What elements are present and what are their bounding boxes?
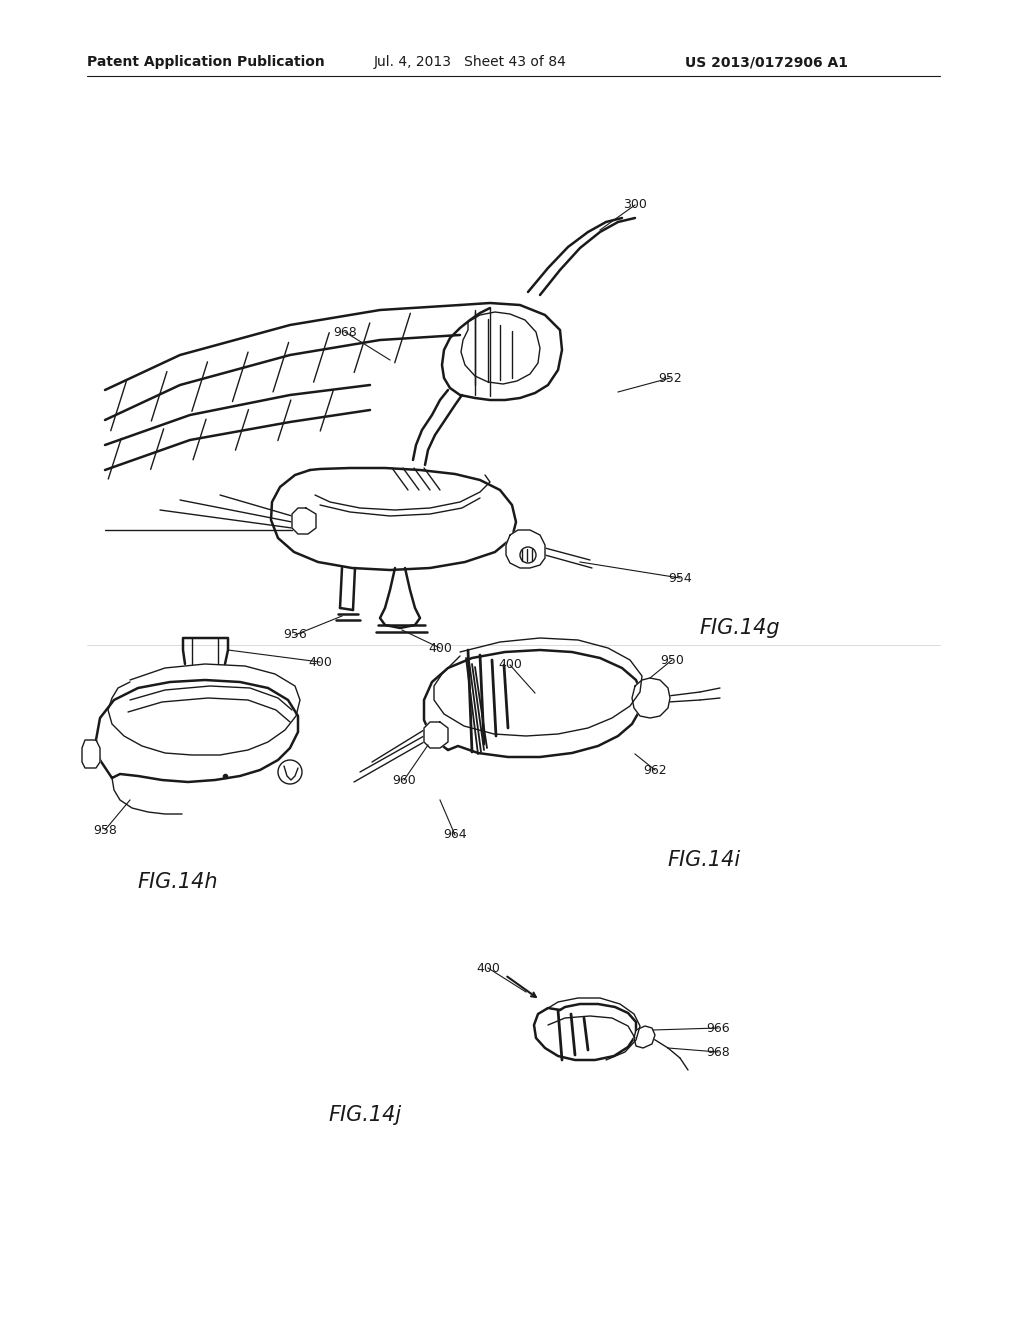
Polygon shape (632, 678, 670, 718)
Text: US 2013/0172906 A1: US 2013/0172906 A1 (685, 55, 848, 69)
Text: 960: 960 (392, 774, 416, 787)
Text: 300: 300 (623, 198, 647, 211)
Text: 952: 952 (658, 371, 682, 384)
Text: FIG.14j: FIG.14j (329, 1105, 401, 1125)
Text: 958: 958 (93, 824, 117, 837)
Text: Patent Application Publication: Patent Application Publication (87, 55, 325, 69)
Polygon shape (506, 531, 545, 568)
Text: 400: 400 (476, 961, 500, 974)
Text: 962: 962 (643, 763, 667, 776)
Polygon shape (424, 722, 449, 748)
Polygon shape (271, 469, 516, 570)
Circle shape (520, 546, 536, 564)
Text: 400: 400 (428, 642, 452, 655)
Polygon shape (534, 1005, 636, 1060)
Text: 968: 968 (707, 1045, 730, 1059)
Text: 956: 956 (283, 628, 307, 642)
Text: FIG.14g: FIG.14g (699, 618, 780, 638)
Text: 400: 400 (308, 656, 332, 668)
Polygon shape (380, 568, 420, 628)
Text: FIG.14i: FIG.14i (668, 850, 740, 870)
Polygon shape (424, 649, 642, 756)
Text: FIG.14h: FIG.14h (137, 873, 218, 892)
Polygon shape (634, 1026, 655, 1048)
Circle shape (278, 760, 302, 784)
Text: 400: 400 (498, 659, 522, 672)
Polygon shape (183, 638, 228, 664)
Polygon shape (442, 304, 562, 400)
Text: 954: 954 (668, 572, 692, 585)
Polygon shape (96, 680, 298, 781)
Text: 950: 950 (660, 653, 684, 667)
Polygon shape (82, 741, 100, 768)
Text: 966: 966 (707, 1022, 730, 1035)
Polygon shape (292, 508, 316, 535)
Text: Jul. 4, 2013   Sheet 43 of 84: Jul. 4, 2013 Sheet 43 of 84 (374, 55, 567, 69)
Text: 964: 964 (443, 829, 467, 842)
Text: 968: 968 (333, 326, 357, 338)
